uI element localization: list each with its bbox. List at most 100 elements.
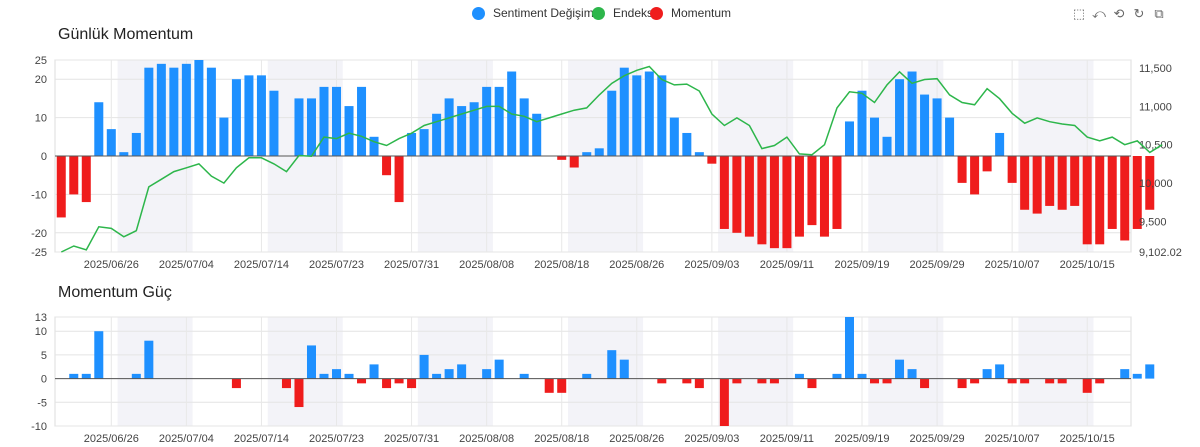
bar-negative-momentum — [557, 156, 567, 160]
bar-positive-guc — [369, 364, 379, 379]
chart-title-momentum-guc: Momentum Güç — [58, 284, 172, 301]
plot-band-guc — [117, 317, 193, 426]
bar-positive-momentum — [94, 102, 104, 156]
legend-label-sentiment: Sentiment Değişimi — [493, 6, 597, 20]
bar-negative-momentum — [707, 156, 717, 164]
bar-positive-guc — [832, 373, 842, 379]
y2-tick-label: 11,500 — [1139, 63, 1172, 75]
bar-negative-guc — [870, 378, 880, 384]
bar-positive-momentum — [444, 98, 454, 156]
zoom-select-icon[interactable]: ⬚ — [1072, 6, 1086, 21]
bar-positive-momentum — [332, 86, 342, 156]
bar-positive-momentum — [131, 132, 141, 156]
bar-positive-momentum — [682, 132, 692, 156]
bar-positive-guc — [995, 364, 1005, 379]
bar-positive-momentum — [119, 152, 129, 156]
y-tick-label-guc: 10 — [35, 326, 47, 338]
x-tick-label-guc: 2025/10/15 — [1060, 433, 1115, 445]
bar-negative-momentum — [782, 156, 792, 249]
y2-tick-label: 11,000 — [1139, 101, 1172, 113]
bar-negative-guc — [1020, 378, 1030, 384]
y-tick-label-momentum: 0 — [41, 151, 47, 163]
bar-negative-guc — [882, 378, 892, 384]
x-tick-label-guc: 2025/07/14 — [234, 433, 289, 445]
legend-label-momentum: Momentum — [671, 6, 732, 20]
bar-negative-momentum — [732, 156, 742, 233]
bar-positive-momentum — [945, 117, 955, 156]
bar-positive-momentum — [895, 79, 905, 156]
bar-negative-guc — [1007, 378, 1017, 384]
bar-negative-momentum — [832, 156, 842, 229]
bar-positive-momentum — [407, 132, 417, 156]
bar-positive-guc — [857, 373, 867, 379]
x-tick-label-momentum: 2025/08/08 — [459, 259, 514, 271]
bar-negative-momentum — [1082, 156, 1092, 245]
bar-positive-momentum — [844, 121, 854, 156]
x-tick-label-guc: 2025/10/07 — [985, 433, 1040, 445]
bar-positive-momentum — [932, 98, 942, 156]
x-tick-label-momentum: 2025/10/15 — [1060, 259, 1115, 271]
bar-negative-guc — [757, 378, 767, 384]
x-tick-label-momentum: 2025/07/31 — [384, 259, 439, 271]
legend-item-sentiment[interactable]: Sentiment Değişimi — [472, 6, 596, 20]
endeks-line — [60, 65, 1163, 253]
bar-positive-guc — [1145, 364, 1155, 379]
refresh-icon[interactable]: ↻ — [1133, 6, 1145, 21]
bar-positive-guc — [319, 373, 329, 379]
bar-positive-momentum — [532, 113, 542, 156]
x-tick-label-momentum: 2025/07/14 — [234, 259, 289, 271]
legend-item-momentum[interactable]: Momentum — [650, 6, 731, 20]
bar-positive-momentum — [482, 86, 492, 156]
legend-dot-sentiment-icon — [472, 6, 485, 20]
save-image-icon[interactable]: ⧉ — [1154, 6, 1164, 21]
zoom-back-icon[interactable]: ⤺ — [1092, 6, 1106, 21]
bar-positive-momentum — [231, 79, 241, 156]
bar-positive-guc — [907, 369, 917, 379]
y2-tick-label: 9,102.02 — [1139, 247, 1182, 259]
bar-negative-momentum — [769, 156, 779, 249]
restore-icon[interactable]: ⟲ — [1113, 6, 1125, 21]
x-tick-label-momentum: 2025/10/07 — [985, 259, 1040, 271]
bar-positive-momentum — [582, 152, 592, 156]
bar-negative-guc — [407, 378, 417, 389]
legend-item-endeks[interactable]: Endeks — [592, 6, 653, 20]
bar-positive-guc — [81, 373, 91, 379]
bar-negative-momentum — [744, 156, 754, 237]
bar-negative-guc — [957, 378, 967, 389]
bar-positive-guc — [457, 364, 467, 379]
bar-negative-guc — [294, 378, 304, 408]
bar-positive-momentum — [369, 136, 379, 156]
x-tick-label-momentum: 2025/08/18 — [534, 259, 589, 271]
bar-negative-momentum — [1095, 156, 1105, 245]
bar-negative-momentum — [1007, 156, 1017, 183]
x-tick-label-guc: 2025/09/19 — [834, 433, 889, 445]
x-tick-label-momentum: 2025/06/26 — [84, 259, 139, 271]
bar-positive-guc — [482, 369, 492, 379]
plot-band-guc — [267, 317, 343, 426]
legend-dot-momentum-icon — [650, 6, 663, 20]
chart-title-momentum: Günlük Momentum — [58, 26, 194, 43]
x-tick-label-momentum: 2025/07/23 — [309, 259, 364, 271]
bar-negative-momentum — [1107, 156, 1117, 229]
bar-positive-momentum — [669, 117, 679, 156]
bar-positive-guc — [131, 373, 141, 379]
bar-positive-momentum — [694, 152, 704, 156]
bar-negative-momentum — [1057, 156, 1067, 210]
bar-positive-guc — [582, 373, 592, 379]
bar-negative-momentum — [719, 156, 729, 229]
bar-positive-momentum — [432, 113, 442, 156]
bar-negative-momentum — [819, 156, 829, 237]
plot-band-guc — [868, 317, 944, 426]
bar-positive-guc — [419, 354, 429, 379]
x-tick-label-momentum: 2025/07/04 — [159, 259, 214, 271]
bar-negative-momentum — [1032, 156, 1042, 214]
bar-positive-momentum — [457, 106, 467, 156]
bar-negative-guc — [557, 378, 567, 393]
bar-negative-momentum — [382, 156, 392, 176]
bar-negative-guc — [769, 378, 779, 384]
bar-positive-guc — [94, 331, 104, 379]
y-tick-label-guc: 13 — [35, 312, 47, 324]
bar-positive-momentum — [594, 148, 604, 156]
y-tick-label-guc: -5 — [37, 397, 47, 409]
